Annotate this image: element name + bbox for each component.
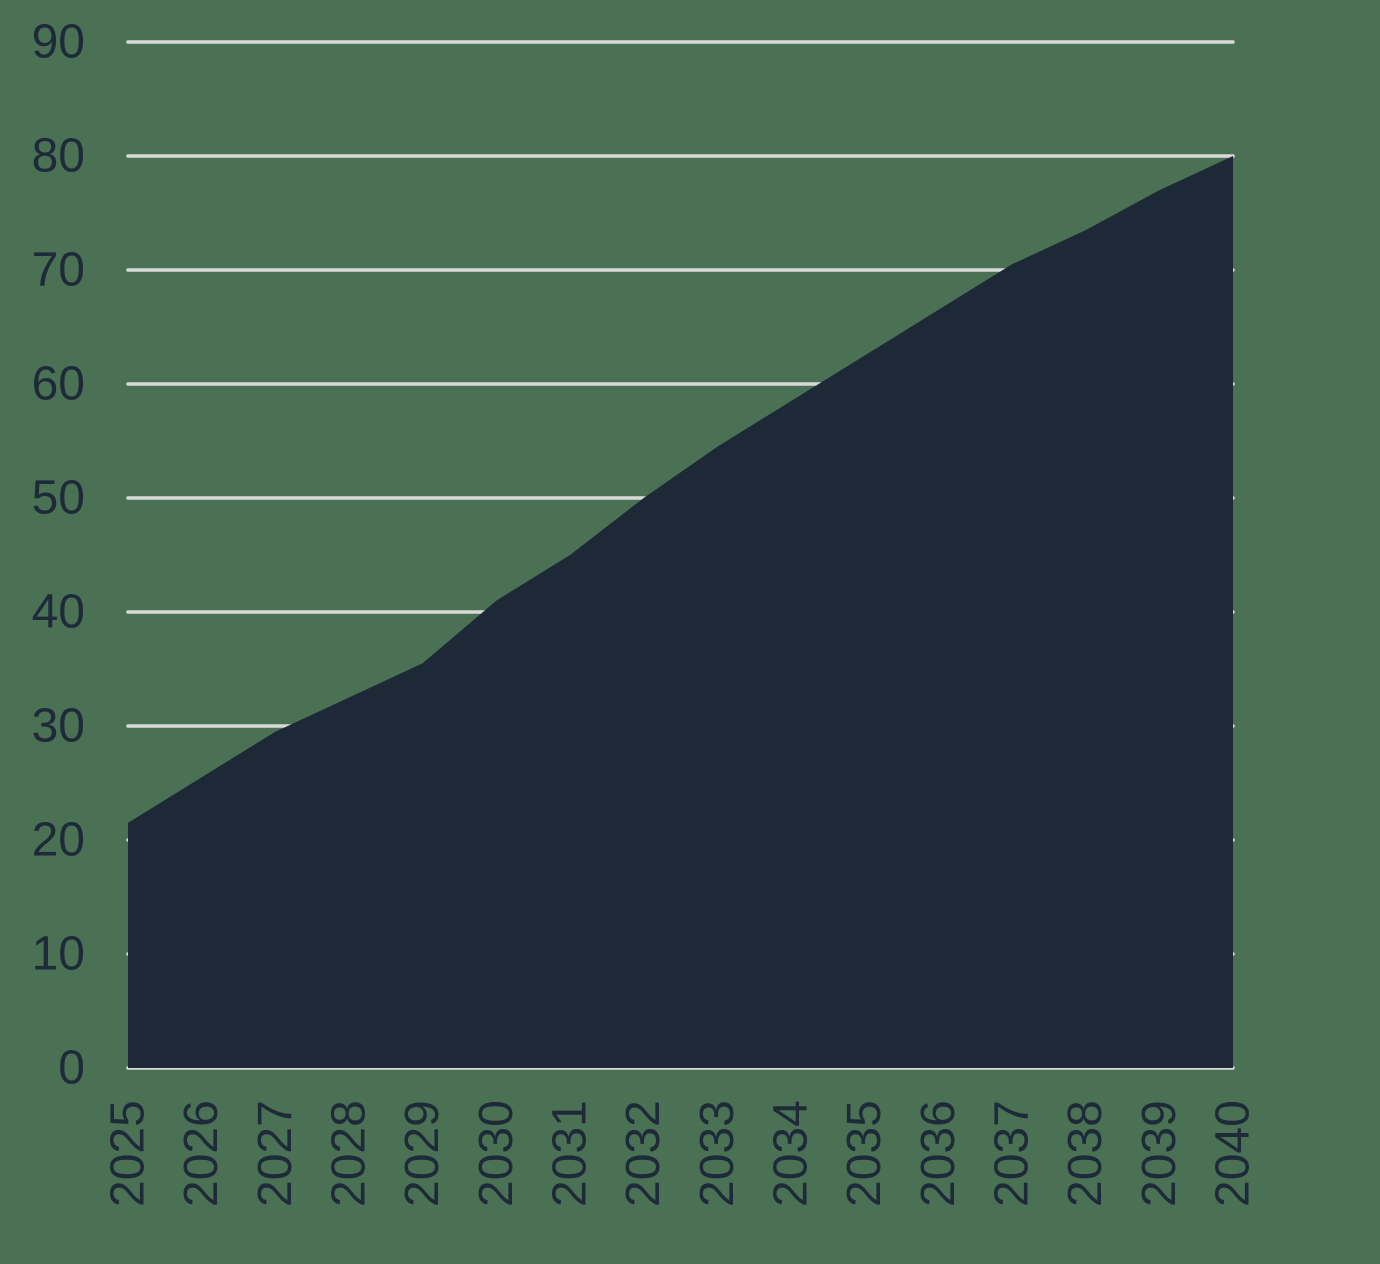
x-axis-tick-label: 2029 — [396, 1100, 449, 1207]
x-axis-tick-label: 2025 — [102, 1100, 155, 1207]
x-axis-tick-label: 2038 — [1059, 1100, 1112, 1207]
y-axis-tick-labels: 0 10 20 30 40 50 60 70 80 90 — [32, 16, 85, 1095]
x-axis-tick-label: 2028 — [323, 1100, 376, 1207]
y-axis-tick-label: 20 — [32, 814, 85, 867]
x-axis-tick-label: 2036 — [912, 1100, 965, 1207]
y-axis-tick-label: 50 — [32, 472, 85, 525]
y-axis-tick-label: 30 — [32, 700, 85, 753]
x-axis-tick-label: 2034 — [765, 1100, 818, 1207]
x-axis-tick-label: 2037 — [986, 1100, 1039, 1207]
x-axis-tick-label: 2035 — [838, 1100, 891, 1207]
y-axis-tick-label: 0 — [58, 1042, 85, 1095]
x-axis-tick-labels: 2025 2026 2027 2028 2029 2030 2031 2032 2033 2034… — [102, 1100, 1260, 1207]
x-axis-tick-label: 2033 — [691, 1100, 744, 1207]
area-series-group — [128, 156, 1233, 1068]
x-axis-tick-label: 2032 — [617, 1100, 670, 1207]
x-axis-tick-label: 2040 — [1207, 1100, 1260, 1207]
y-axis-tick-label: 60 — [32, 358, 85, 411]
y-axis-tick-label: 10 — [32, 928, 85, 981]
x-axis-tick-label: 2031 — [544, 1100, 597, 1207]
x-axis-tick-label: 2027 — [249, 1100, 302, 1207]
y-axis-tick-label: 40 — [32, 586, 85, 639]
y-axis-tick-label: 70 — [32, 244, 85, 297]
x-axis-tick-label: 2039 — [1133, 1100, 1186, 1207]
x-axis-tick-label: 2026 — [175, 1100, 228, 1207]
area-series — [128, 156, 1233, 1068]
y-axis-tick-label: 80 — [32, 130, 85, 183]
y-axis-tick-label: 90 — [32, 16, 85, 69]
x-axis-tick-label: 2030 — [470, 1100, 523, 1207]
